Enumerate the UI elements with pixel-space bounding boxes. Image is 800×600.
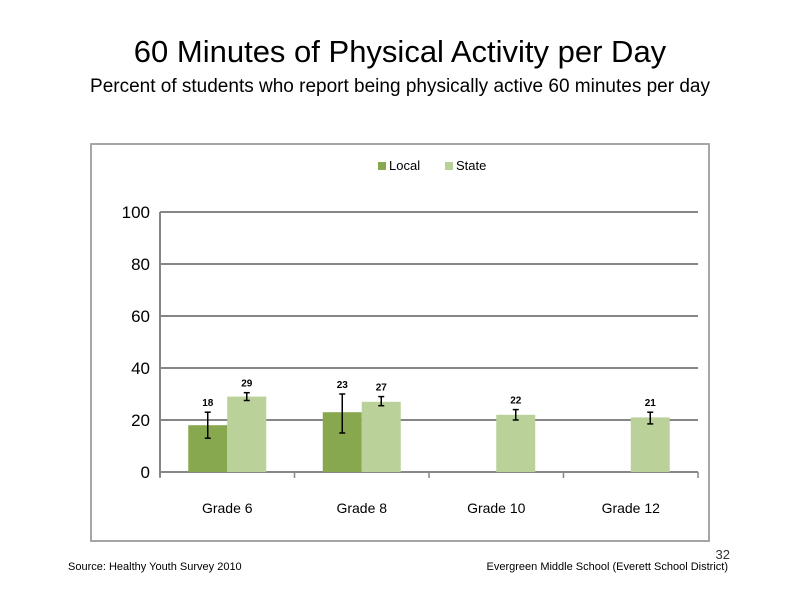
slide-title: 60 Minutes of Physical Activity per Day xyxy=(133,34,667,69)
bar-state xyxy=(630,417,670,472)
y-tick-label: 80 xyxy=(131,255,150,274)
slide-subtitle: Percent of students who report being phy… xyxy=(90,76,710,97)
data-label: 29 xyxy=(241,379,253,390)
y-tick-label: 20 xyxy=(131,411,150,430)
x-category-label: Grade 10 xyxy=(467,500,526,516)
legend-label-local: Local xyxy=(389,158,420,173)
bar-state xyxy=(227,396,267,472)
data-label: 22 xyxy=(510,396,522,407)
footer-school: Evergreen Middle School (Everett School … xyxy=(486,561,728,573)
data-label: 27 xyxy=(376,383,388,394)
x-category-label: Grade 12 xyxy=(602,500,661,516)
y-tick-label: 60 xyxy=(131,307,150,326)
y-tick-label: 100 xyxy=(122,203,150,222)
bar-state xyxy=(361,401,401,472)
data-label: 23 xyxy=(337,380,349,391)
data-label: 18 xyxy=(202,398,214,409)
legend-swatch-state xyxy=(445,162,453,170)
legend-swatch-local xyxy=(378,162,386,170)
footer-source: Source: Healthy Youth Survey 2010 xyxy=(68,561,242,573)
x-category-label: Grade 8 xyxy=(336,500,387,516)
x-category-label: Grade 6 xyxy=(202,500,253,516)
page-number: 32 xyxy=(715,547,730,562)
data-label: 21 xyxy=(645,398,657,409)
y-tick-label: 0 xyxy=(141,463,150,482)
chart-area: 0 20 40 60 80 100 18 29 Grade 6 23 27 Grade 8 22 Grad… xyxy=(90,143,710,542)
bar-state xyxy=(496,414,536,472)
legend-label-state: State xyxy=(456,158,486,173)
y-tick-label: 40 xyxy=(131,359,150,378)
chart-svg: 0 20 40 60 80 100 18 29 Grade 6 23 27 Grade 8 22 Grad… xyxy=(122,158,699,516)
